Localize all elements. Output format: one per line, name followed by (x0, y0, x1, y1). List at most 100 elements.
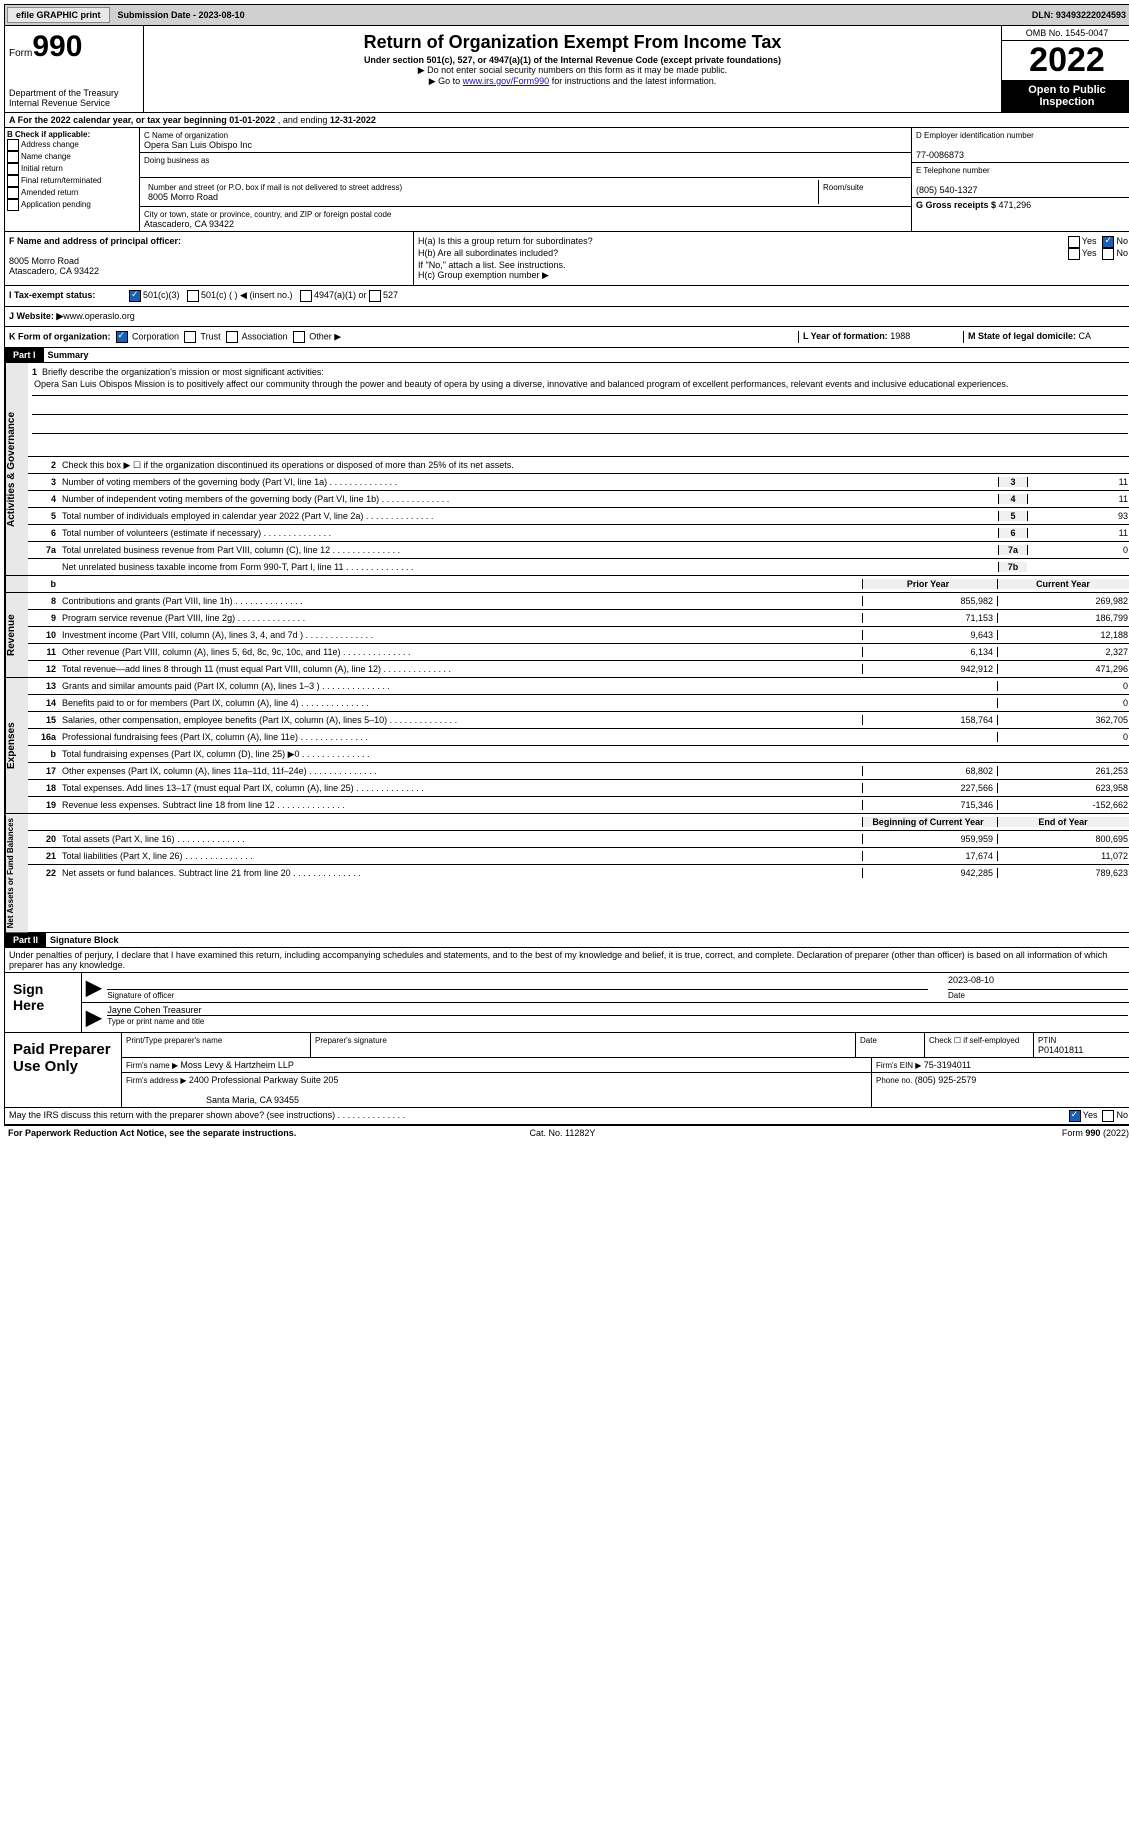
officer-h-row: F Name and address of principal officer:… (4, 232, 1129, 286)
check-initial[interactable] (7, 163, 19, 175)
line-a-end: 12-31-2022 (330, 115, 376, 125)
check-501c3[interactable] (129, 290, 141, 302)
ein-label: D Employer identification number (916, 131, 1034, 140)
check-address-change[interactable] (7, 139, 19, 151)
discuss-yes[interactable] (1069, 1110, 1081, 1122)
line-12: 12 Total revenue—add lines 8 through 11 … (28, 661, 1129, 677)
num: 7a (28, 545, 60, 555)
prep-check-label: Check ☐ if self-employed (929, 1036, 1019, 1045)
officer-block: F Name and address of principal officer:… (5, 232, 414, 285)
arrow-icon-2: ▶ (86, 1005, 101, 1030)
omb-number: OMB No. 1545-0047 (1002, 26, 1129, 41)
i-label: I Tax-exempt status: (9, 290, 129, 302)
na-hdr-label (60, 820, 862, 824)
ha-no[interactable] (1102, 236, 1114, 248)
line-2: 2 Check this box ▶ ☐ if the organization… (28, 457, 1129, 474)
side-activities: Activities & Governance (5, 363, 28, 575)
label: Total expenses. Add lines 13–17 (must eq… (60, 781, 862, 795)
check-trust[interactable] (184, 331, 196, 343)
label: Total fundraising expenses (Part IX, col… (60, 747, 862, 762)
goto-post: for instructions and the latest informat… (549, 76, 716, 86)
discuss-no[interactable] (1102, 1110, 1114, 1122)
check-final[interactable] (7, 175, 19, 187)
discuss-text: May the IRS discuss this return with the… (9, 1110, 1069, 1122)
cat-no: Cat. No. 11282Y (530, 1128, 596, 1138)
hdr-beginning: Beginning of Current Year (862, 817, 997, 827)
line-8: 8 Contributions and grants (Part VIII, l… (28, 593, 1129, 610)
prep-row-1: Print/Type preparer's name Preparer's si… (122, 1033, 1129, 1058)
line-21: 21 Total liabilities (Part X, line 26) 1… (28, 848, 1129, 865)
current-year: 789,623 (997, 868, 1129, 878)
ptin-label: PTIN (1038, 1036, 1056, 1045)
irs-link[interactable]: www.irs.gov/Form990 (463, 76, 550, 86)
h-note: If "No," attach a list. See instructions… (418, 260, 1128, 270)
check-assoc[interactable] (226, 331, 238, 343)
line-a: A For the 2022 calendar year, or tax yea… (4, 113, 1129, 128)
check-pending[interactable] (7, 199, 19, 211)
col-headers: b Prior Year Current Year (28, 576, 1129, 592)
label: Benefits paid to or for members (Part IX… (60, 696, 862, 710)
label: Net assets or fund balances. Subtract li… (60, 866, 862, 880)
firm-addr-label: Firm's address ▶ (126, 1076, 189, 1085)
m-label: M State of legal domicile: (968, 331, 1079, 341)
discuss-no-label: No (1116, 1110, 1128, 1122)
hb-yes[interactable] (1068, 248, 1080, 260)
num: 8 (28, 596, 60, 606)
preparer-block: Paid Preparer Use Only Print/Type prepar… (4, 1033, 1129, 1108)
current-year: -152,662 (997, 800, 1129, 810)
line-17: 17 Other expenses (Part IX, column (A), … (28, 763, 1129, 780)
goto-pre: ▶ Go to (429, 76, 463, 86)
opt-name: Name change (21, 152, 71, 161)
sig-line-officer (107, 975, 928, 990)
ha-yes[interactable] (1068, 236, 1080, 248)
line-11: 11 Other revenue (Part VIII, column (A),… (28, 644, 1129, 661)
check-name-change[interactable] (7, 151, 19, 163)
expenses-body: 13 Grants and similar amounts paid (Part… (28, 678, 1129, 813)
prior-year: 158,764 (862, 715, 997, 725)
line-19: 19 Revenue less expenses. Subtract line … (28, 797, 1129, 813)
dln-label: DLN: (1032, 10, 1056, 20)
check-corp[interactable] (116, 331, 128, 343)
ein-value: 77-0086873 (916, 150, 964, 160)
num: 3 (28, 477, 60, 487)
firm-phone-label: Phone no. (876, 1076, 915, 1085)
hb-yes-label: Yes (1082, 248, 1097, 260)
sub-date-label-text: Submission Date - (118, 10, 199, 20)
prior-year: 227,566 (862, 783, 997, 793)
ha-no-label: No (1116, 236, 1128, 248)
label: Number of independent voting members of … (60, 492, 998, 506)
line-13: 13 Grants and similar amounts paid (Part… (28, 678, 1129, 695)
dln-value: 93493222024593 (1056, 10, 1126, 20)
value: 93 (1027, 511, 1129, 521)
mission-blank2 (32, 415, 1128, 434)
num: 11 (28, 647, 60, 657)
check-501c[interactable] (187, 290, 199, 302)
street-address: 8005 Morro Road (148, 192, 218, 202)
firm-ein-label: Firm's EIN ▶ (876, 1061, 924, 1070)
part1-label: Part I (5, 348, 44, 362)
part2-label: Part II (5, 933, 46, 947)
current-year: 186,799 (997, 613, 1129, 623)
check-other[interactable] (293, 331, 305, 343)
label: Program service revenue (Part VIII, line… (60, 611, 862, 625)
check-527[interactable] (369, 290, 381, 302)
netassets-body: Beginning of Current Year End of Year 20… (28, 814, 1129, 932)
hb-no[interactable] (1102, 248, 1114, 260)
addr-label: Number and street (or P.O. box if mail i… (148, 183, 402, 192)
col-d: D Employer identification number 77-0086… (911, 128, 1129, 231)
firm-label: Firm's name ▶ (126, 1061, 180, 1070)
form-header: Form990 Department of the Treasury Inter… (4, 26, 1129, 113)
check-amended[interactable] (7, 187, 19, 199)
check-4947[interactable] (300, 290, 312, 302)
boxnum: 3 (998, 477, 1027, 487)
hdr-end: End of Year (997, 817, 1129, 827)
tax-year: 2022 (1002, 41, 1129, 80)
footer-right: Form 990 (2022) (1062, 1128, 1129, 1138)
label: Total assets (Part X, line 16) (60, 832, 862, 846)
efile-print-button[interactable]: efile GRAPHIC print (7, 7, 110, 23)
prep-sig-label: Preparer's signature (315, 1036, 387, 1045)
form-num: 990 (32, 30, 82, 63)
l1-label: Briefly describe the organization's miss… (42, 367, 324, 377)
label: Other revenue (Part VIII, column (A), li… (60, 645, 862, 659)
label: Professional fundraising fees (Part IX, … (60, 730, 862, 744)
